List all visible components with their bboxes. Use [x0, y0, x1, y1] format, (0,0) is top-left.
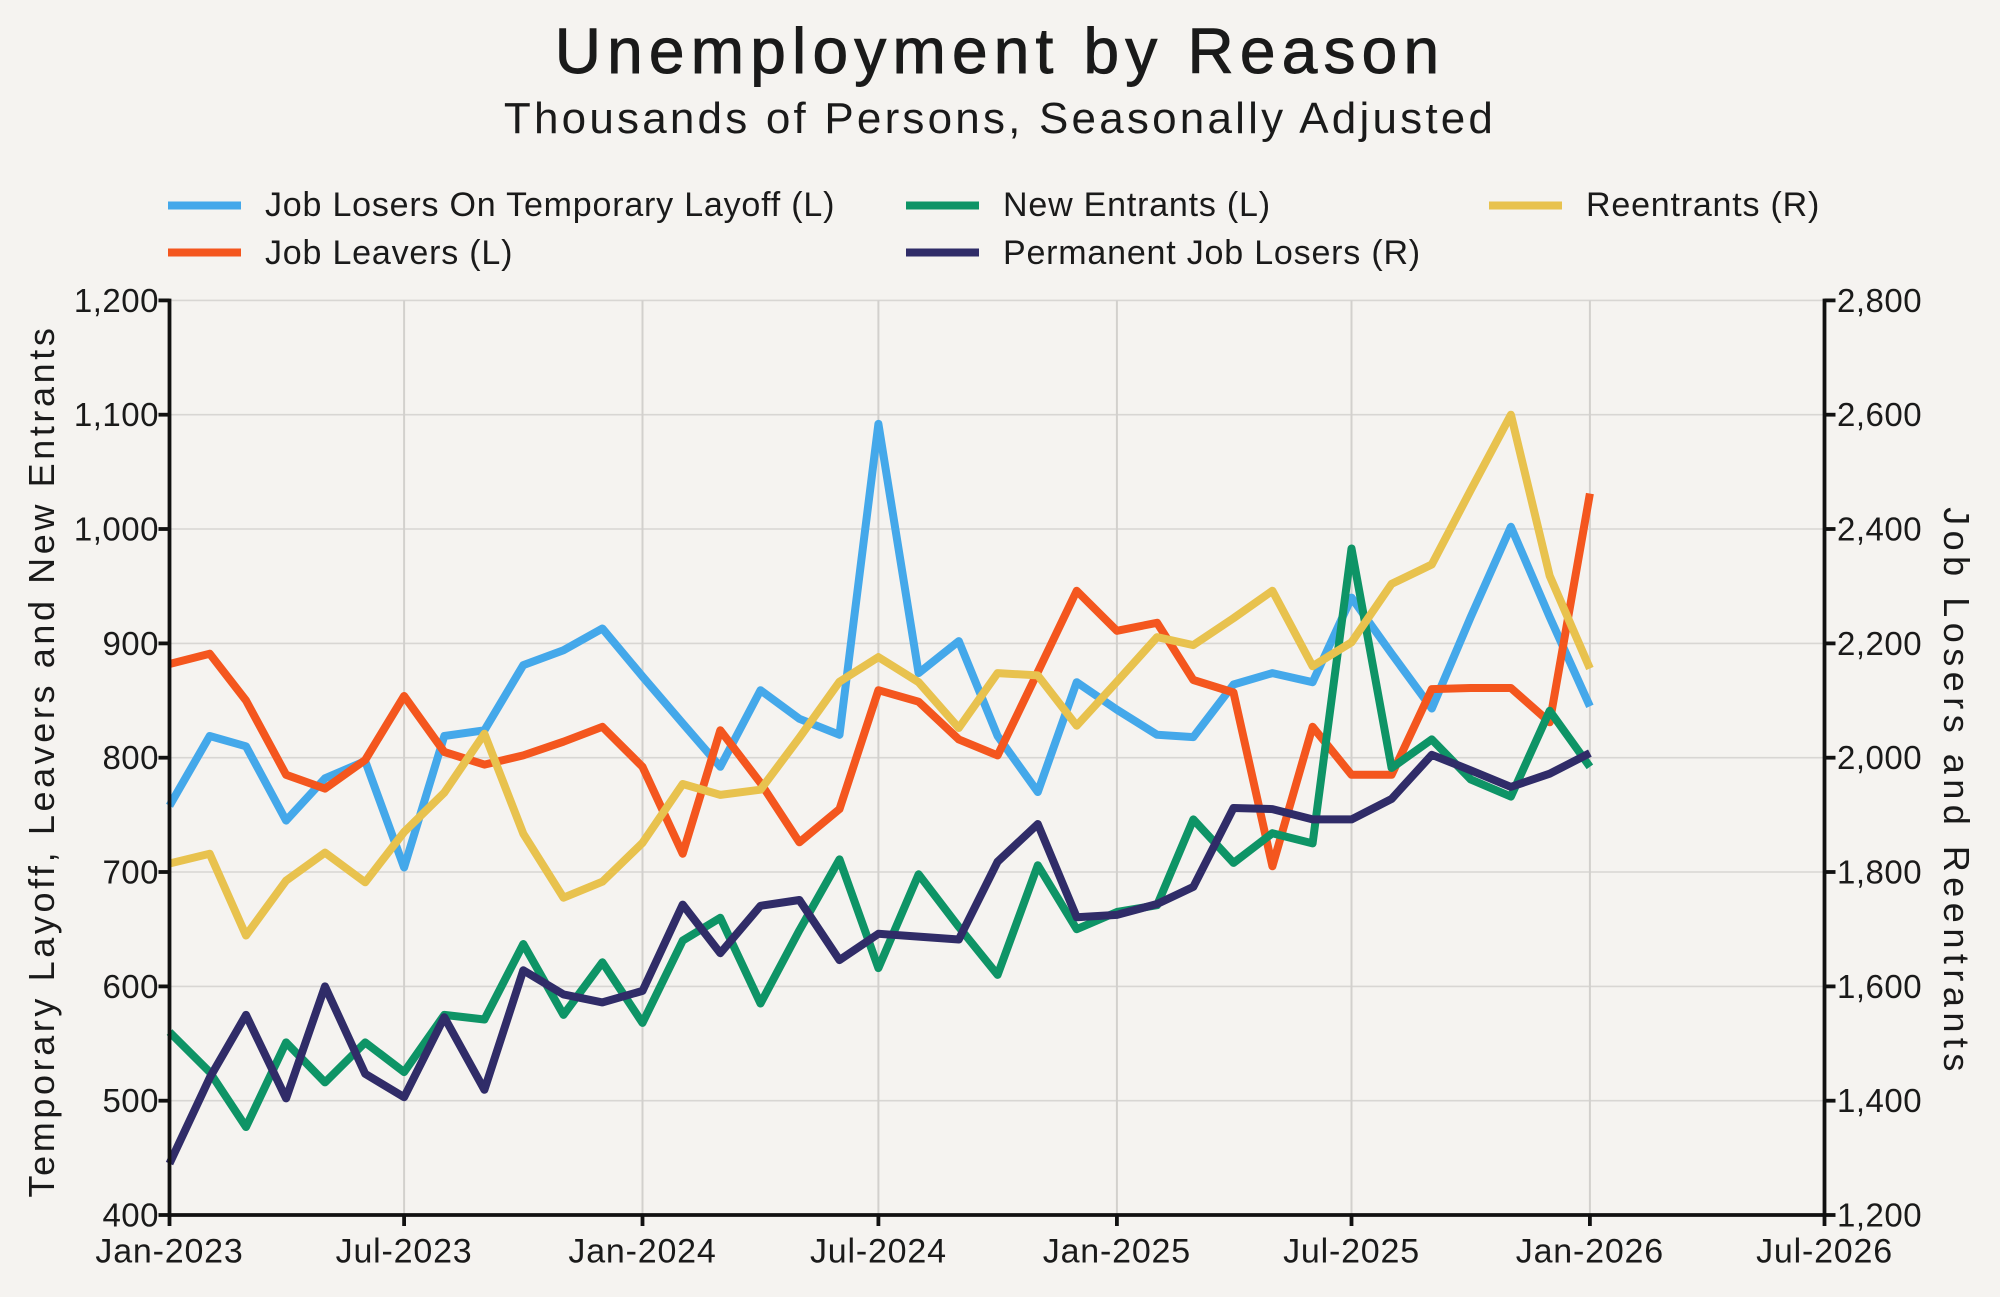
svg-text:Job Leavers (L): Job Leavers (L)	[265, 234, 513, 272]
svg-text:Reentrants (R): Reentrants (R)	[1586, 186, 1820, 224]
svg-text:Jan-2023: Jan-2023	[95, 1233, 243, 1271]
svg-text:2,400: 2,400	[1837, 511, 1922, 548]
svg-text:1,800: 1,800	[1837, 854, 1922, 891]
svg-text:Jul-2024: Jul-2024	[810, 1233, 947, 1271]
svg-text:Job Losers On Temporary Layoff: Job Losers On Temporary Layoff (L)	[265, 186, 835, 224]
svg-text:1,200: 1,200	[1837, 1197, 1922, 1234]
svg-text:1,200: 1,200	[74, 282, 159, 319]
svg-text:Permanent Job Losers (R): Permanent Job Losers (R)	[1003, 234, 1421, 272]
svg-text:900: 900	[102, 625, 159, 662]
svg-text:Jul-2023: Jul-2023	[336, 1233, 473, 1271]
svg-text:Unemployment by Reason: Unemployment by Reason	[555, 15, 1446, 87]
svg-text:700: 700	[102, 854, 159, 891]
svg-text:2,600: 2,600	[1837, 396, 1922, 433]
svg-text:1,000: 1,000	[74, 511, 159, 548]
svg-text:Jan-2024: Jan-2024	[568, 1233, 716, 1271]
svg-text:Jan-2025: Jan-2025	[1043, 1233, 1191, 1271]
svg-text:500: 500	[102, 1082, 159, 1119]
svg-text:2,800: 2,800	[1837, 282, 1922, 319]
svg-text:Jul-2025: Jul-2025	[1283, 1233, 1420, 1271]
svg-text:800: 800	[102, 739, 159, 776]
svg-text:Temporary Layoff, Leavers and: Temporary Layoff, Leavers and New Entran…	[21, 325, 62, 1198]
svg-text:Thousands of Persons, Seasonal: Thousands of Persons, Seasonally Adjuste…	[504, 94, 1496, 143]
svg-text:1,400: 1,400	[1837, 1082, 1922, 1119]
svg-text:400: 400	[102, 1197, 159, 1234]
svg-text:Job Losers and Reentrants: Job Losers and Reentrants	[1936, 507, 1977, 1077]
svg-text:Jul-2026: Jul-2026	[1756, 1233, 1893, 1271]
svg-text:2,200: 2,200	[1837, 625, 1922, 662]
svg-text:Jan-2026: Jan-2026	[1516, 1233, 1664, 1271]
svg-text:1,100: 1,100	[74, 396, 159, 433]
svg-text:New Entrants (L): New Entrants (L)	[1003, 186, 1271, 224]
svg-text:2,000: 2,000	[1837, 739, 1922, 776]
svg-text:600: 600	[102, 968, 159, 1005]
svg-text:1,600: 1,600	[1837, 968, 1922, 1005]
